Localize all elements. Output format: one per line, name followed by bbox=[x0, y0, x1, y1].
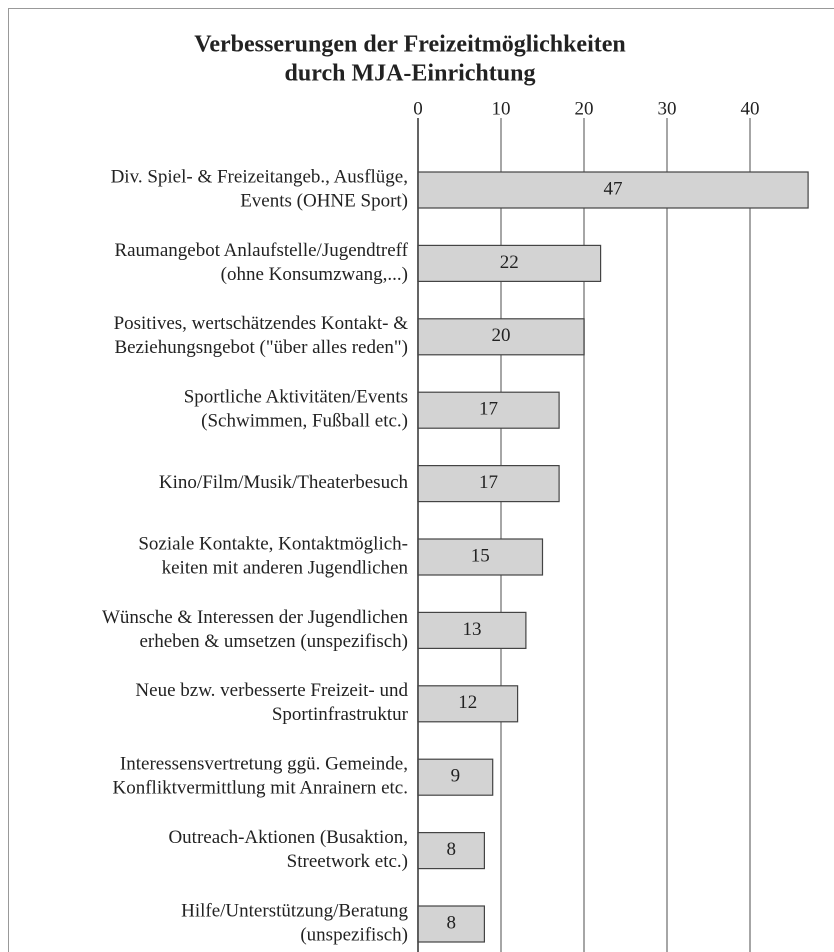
y-tick-label: Interessensvertretung ggü. Gemeinde, bbox=[120, 754, 408, 775]
chart-title: Verbesserungen der Freizeitmöglichkeiten bbox=[194, 32, 625, 58]
y-tick-label: Positives, wertschätzendes Kontakt- & bbox=[114, 313, 409, 334]
y-tick-label: Outreach-Aktionen (Busaktion, bbox=[168, 827, 408, 848]
y-tick-label: (ohne Konsumzwang,...) bbox=[221, 264, 408, 285]
data-label: 13 bbox=[462, 619, 481, 640]
data-label: 47 bbox=[604, 178, 623, 199]
bar bbox=[417, 611, 527, 650]
y-tick-label: (Schwimmen, Fußball etc.) bbox=[201, 411, 408, 432]
x-tick-label: 10 bbox=[492, 98, 511, 119]
y-tick-label: (unspezifisch) bbox=[300, 924, 408, 945]
y-tick-label: Raumangebot Anlaufstelle/Jugendtreff bbox=[114, 240, 408, 261]
y-tick-label: Sportliche Aktivitäten/Events bbox=[184, 387, 408, 408]
y-tick-label: Sportinfrastruktur bbox=[272, 704, 409, 725]
data-label: 22 bbox=[500, 252, 519, 273]
bar bbox=[417, 685, 519, 723]
data-label: 17 bbox=[479, 399, 498, 420]
data-label: 8 bbox=[446, 912, 456, 933]
y-tick-label: Streetwork etc.) bbox=[287, 851, 408, 872]
x-tick-label: 30 bbox=[658, 98, 677, 119]
bar bbox=[417, 318, 585, 356]
y-tick-label: Wünsche & Interessen der Jugendlichen bbox=[102, 607, 409, 628]
y-tick-label: Events (OHNE Sport) bbox=[240, 190, 408, 211]
data-label: 17 bbox=[479, 472, 498, 493]
bar bbox=[417, 465, 560, 503]
data-label: 20 bbox=[492, 325, 511, 346]
bar bbox=[417, 538, 544, 576]
y-tick-label: Beziehungsngebot ("über alles reden") bbox=[114, 337, 408, 358]
y-tick-label: Hilfe/Unterstützung/Beratung bbox=[181, 900, 408, 921]
chart-title: durch MJA-Einrichtung bbox=[285, 61, 536, 87]
y-tick-label: Konfliktvermittlung mit Anrainern etc. bbox=[113, 778, 409, 799]
y-tick-label: Neue bzw. verbesserte Freizeit- und bbox=[135, 680, 408, 701]
bar bbox=[417, 831, 486, 870]
bar bbox=[417, 244, 602, 282]
bar bbox=[417, 905, 486, 943]
data-label: 8 bbox=[446, 839, 456, 860]
x-tick-label: 20 bbox=[575, 98, 594, 119]
x-tick-label: 40 bbox=[741, 98, 760, 119]
y-tick-label: erheben & umsetzen (unspezifisch) bbox=[139, 631, 408, 652]
x-tick-label: 0 bbox=[413, 98, 423, 119]
data-label: 9 bbox=[451, 766, 461, 787]
y-tick-label: Kino/Film/Musik/Theaterbesuch bbox=[159, 472, 409, 493]
y-tick-label: keiten mit anderen Jugendlichen bbox=[162, 557, 409, 578]
y-tick-label: Div. Spiel- & Freizeitangeb., Ausflüge, bbox=[111, 166, 408, 187]
data-label: 12 bbox=[458, 692, 477, 713]
y-tick-label: Soziale Kontakte, Kontaktmöglich- bbox=[138, 533, 408, 554]
data-label: 15 bbox=[471, 545, 490, 566]
